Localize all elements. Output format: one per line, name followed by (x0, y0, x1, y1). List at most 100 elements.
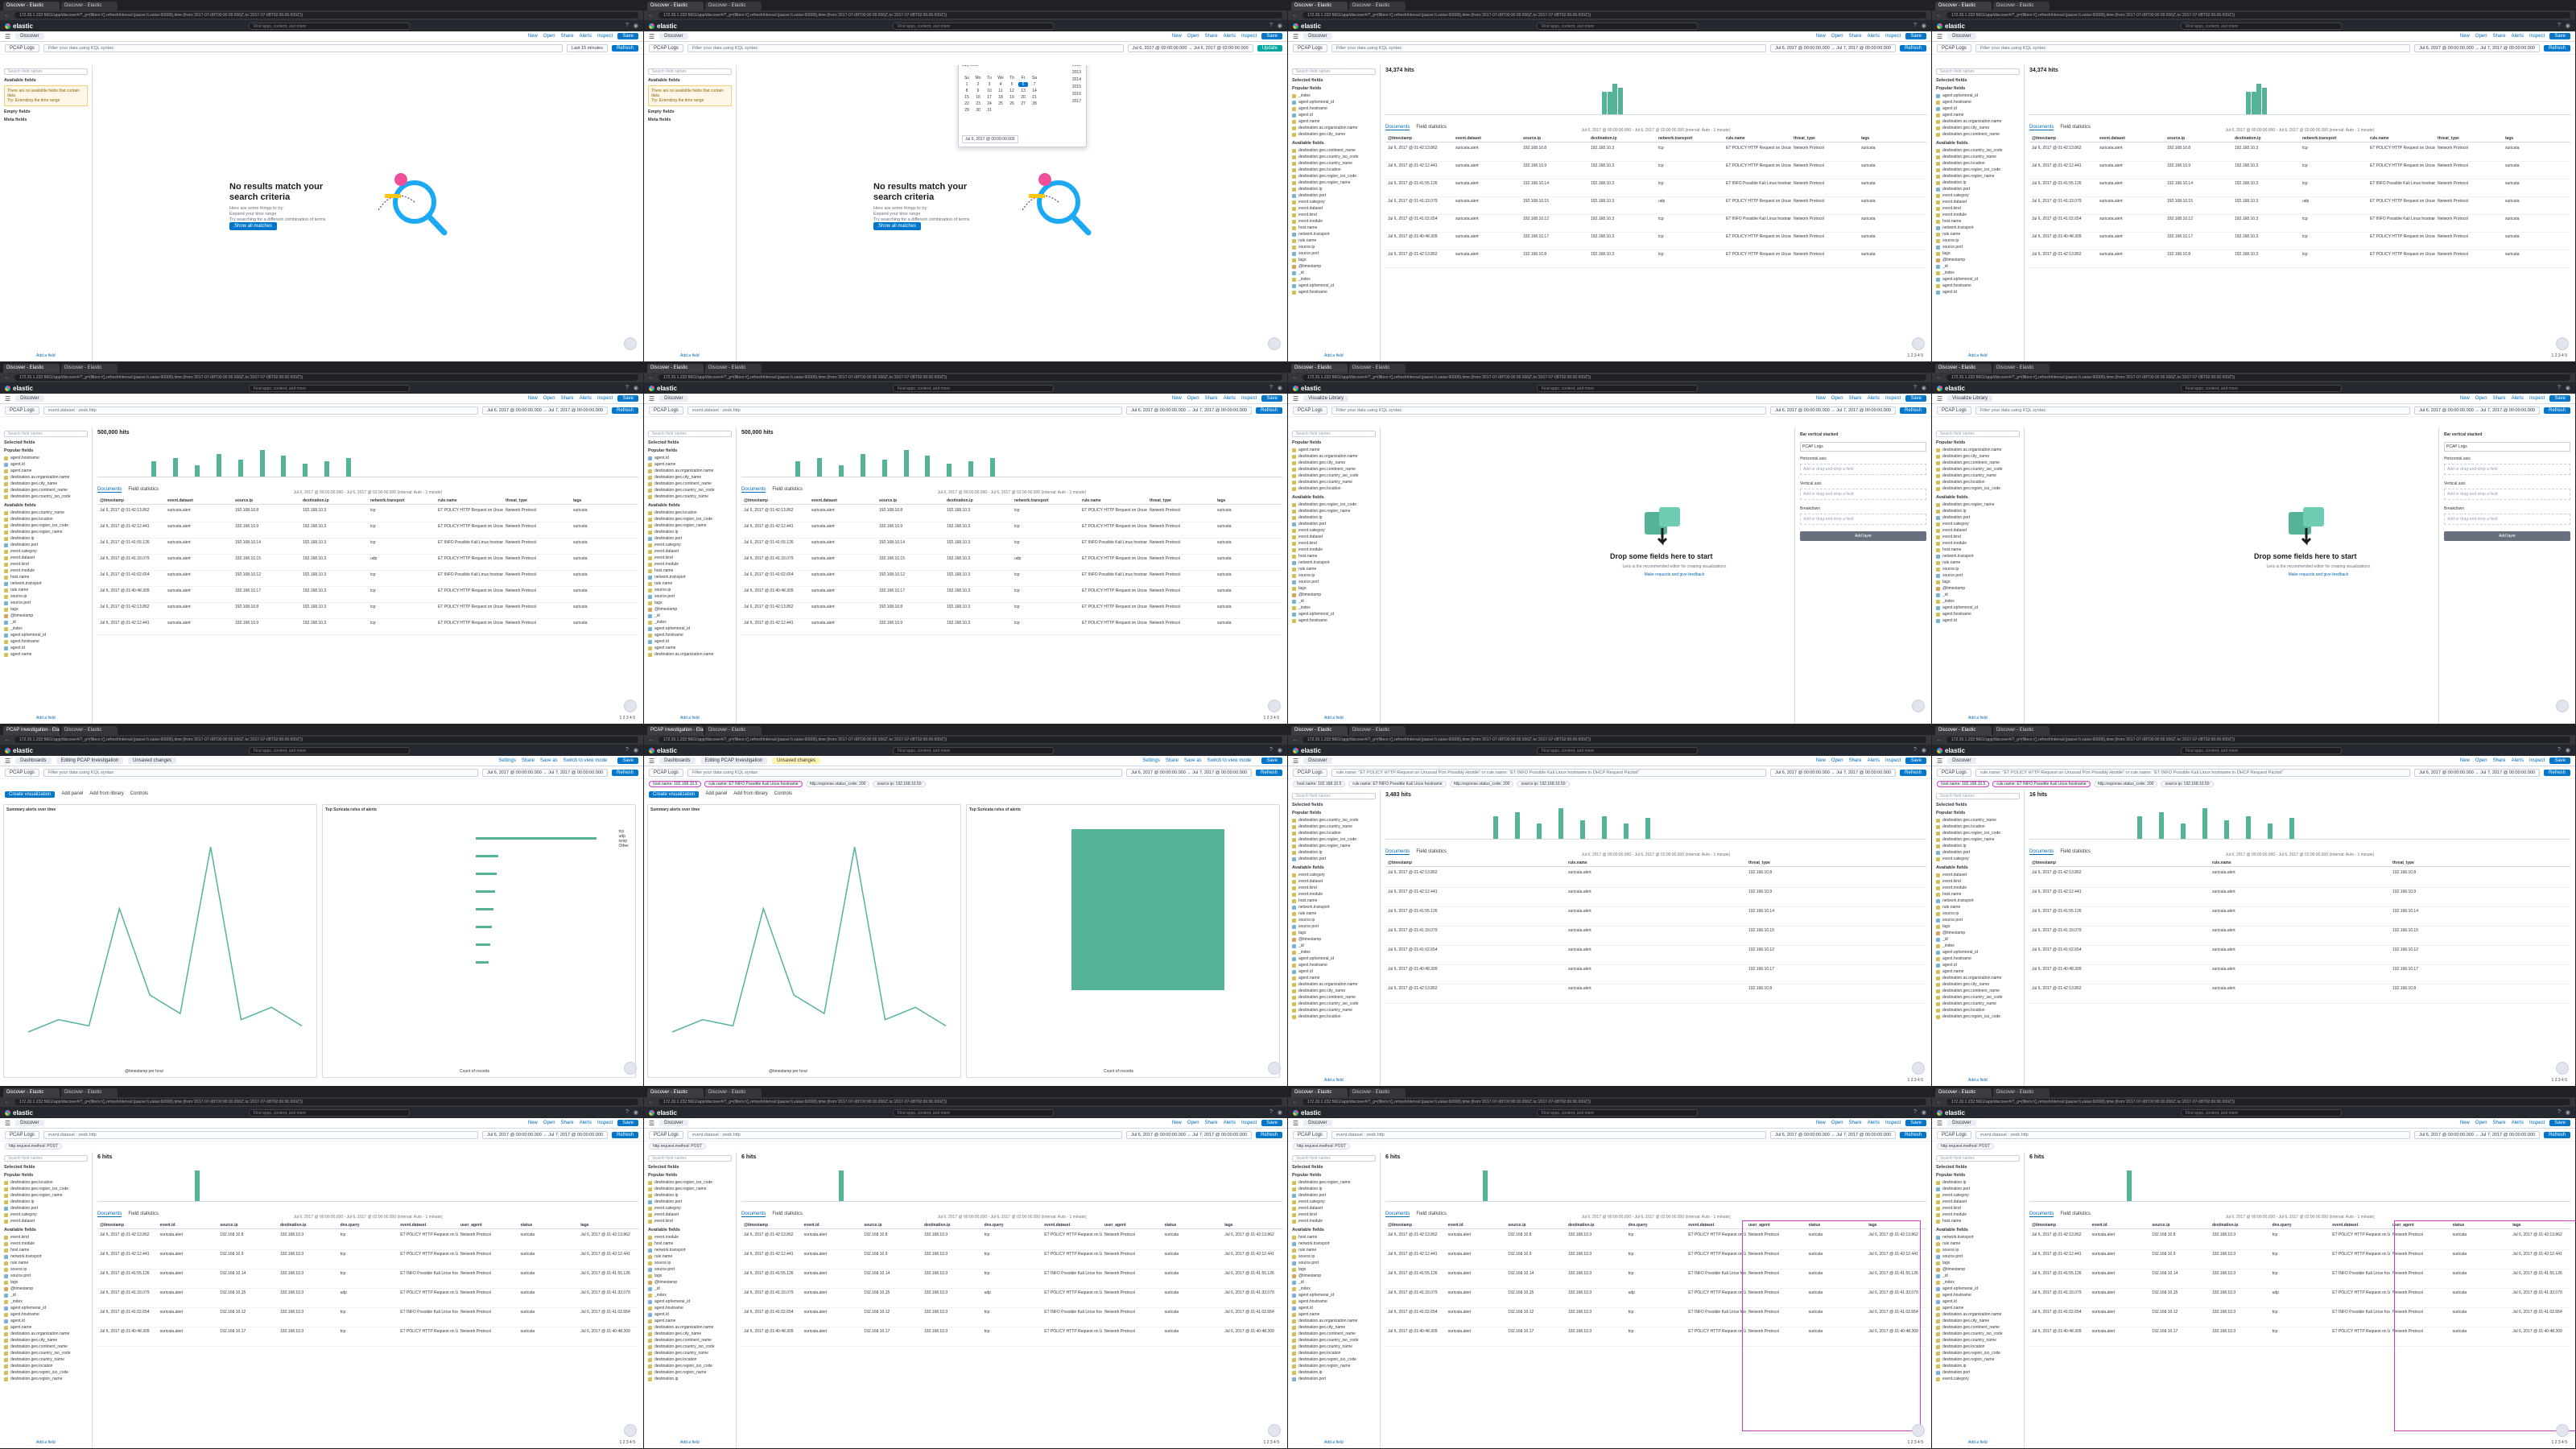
field-list-item[interactable]: destination.geo.region_iso_code (1936, 830, 2020, 836)
field-list-item[interactable]: destination.as.organization.name (1292, 981, 1376, 988)
tab-field-statistics[interactable]: Field statistics (772, 1212, 803, 1216)
column-header[interactable]: network.transport (1014, 498, 1049, 503)
field-list-item[interactable]: destination.geo.country_iso_code (1292, 154, 1376, 160)
top-link[interactable]: Settings (498, 758, 516, 763)
browser-tab[interactable]: Discover - Elastic (3, 364, 60, 373)
news-icon[interactable]: ◉ (633, 1110, 638, 1116)
table-row[interactable]: Jul 6, 2017 @ 01:40:48.309 suricata.alert… (2029, 965, 2570, 985)
elastic-logo[interactable]: elastic (1937, 23, 1965, 30)
top-link[interactable]: Alerts (2511, 1121, 2524, 1125)
filter-pill[interactable]: host.name: 192.168.10.5 (1293, 780, 1346, 787)
column-header[interactable]: tags (1217, 498, 1226, 503)
histogram-bar[interactable] (860, 453, 865, 477)
field-list-item[interactable]: agent.hostname (1292, 289, 1376, 295)
add-field-link[interactable]: Add a field (680, 353, 700, 358)
column-header[interactable]: destination.ip (2211, 1223, 2239, 1228)
calendar-day[interactable]: 14 (1032, 89, 1037, 93)
browser-tab[interactable]: Discover - Elastic (1349, 2, 1406, 10)
field-list-item[interactable]: _index (1936, 943, 2020, 949)
kql-query-input[interactable]: event.dataset : zeek.http (687, 406, 1123, 415)
field-list-item[interactable]: destination.ip (1292, 849, 1376, 856)
field-search-input[interactable]: Search field names (1936, 68, 2020, 75)
global-search-input[interactable]: Find apps, content, and more (2180, 1108, 2342, 1117)
save-button[interactable]: Save (617, 395, 638, 402)
field-list-item[interactable]: agent.id (648, 1311, 732, 1318)
top-link[interactable]: Alerts (1223, 34, 1236, 39)
filter-pill[interactable]: source.ip: 192.168.10.50 (873, 780, 926, 787)
histogram-bar[interactable] (881, 459, 887, 477)
field-list-item[interactable]: destination.geo.country_name (1292, 160, 1376, 167)
table-row[interactable]: Jul 6, 2017 @ 01:40:48.309 suricata.alert… (2029, 233, 2570, 250)
field-list-item[interactable]: _index (1292, 605, 1376, 611)
selected-fields-header[interactable]: Selected fields (1292, 803, 1376, 807)
table-row[interactable]: Jul 6, 2017 @ 01:41:33.079 suricata.alert… (2029, 197, 2570, 215)
address-bar[interactable]: 172.20.1.232:5601/app/discover#/?_g=(fil… (1946, 737, 2570, 743)
back-icon[interactable]: ← (1293, 13, 1298, 18)
field-list-item[interactable]: agent.ephemeral_id (648, 625, 732, 632)
help-icon[interactable]: ? (625, 747, 629, 753)
field-list-item[interactable]: agent.name (1292, 118, 1376, 125)
field-list-item[interactable]: event.category (1936, 1192, 2020, 1199)
column-header[interactable]: rule.name (2370, 136, 2389, 141)
global-search-input[interactable]: Find apps, content, and more (248, 22, 410, 30)
menu-icon[interactable]: ☰ (649, 32, 655, 40)
field-list-item[interactable]: host.name (1292, 225, 1376, 231)
save-button[interactable]: Save (1261, 1120, 1282, 1126)
field-list-item[interactable]: agent.name (1936, 112, 2020, 118)
field-list-item[interactable]: network.transport (1292, 231, 1376, 237)
column-header[interactable]: @timestamp (100, 498, 124, 503)
calendar-day[interactable]: 24 (987, 101, 992, 106)
rule-bar[interactable] (476, 890, 495, 893)
field-list-item[interactable]: destination.geo.city_name (1292, 131, 1376, 138)
popular-fields-header[interactable]: Popular fields (648, 448, 732, 453)
field-list-item[interactable]: destination.geo.region_iso_code (648, 516, 732, 522)
save-button[interactable]: Save (1905, 1120, 1926, 1126)
top-link[interactable]: Share (2492, 396, 2506, 401)
top-link[interactable]: Inspect (597, 34, 613, 39)
field-list-item[interactable]: network.transport (1292, 904, 1376, 910)
top-link[interactable]: Share (1848, 758, 1862, 763)
top-link[interactable]: Save as (539, 758, 558, 763)
news-icon[interactable]: ◉ (1277, 386, 1282, 391)
breadcrumb[interactable]: Discover (1303, 33, 1332, 39)
field-list-item[interactable]: event.kind (1292, 212, 1376, 218)
top-link[interactable]: Inspect (597, 396, 613, 401)
assistant-button[interactable] (2556, 1424, 2569, 1437)
histogram-bar[interactable] (237, 459, 243, 477)
field-search-input[interactable]: Search field names (648, 68, 732, 75)
top-link[interactable]: New (1815, 758, 1826, 763)
browser-tab[interactable]: Discover - Elastic (1291, 726, 1348, 735)
field-list-item[interactable]: agent.ephemeral_id (1936, 276, 2020, 283)
table-row[interactable]: Jul 6, 2017 @ 01:42:12.441 suricata.alert… (1385, 1250, 1926, 1269)
top-link[interactable]: New (1171, 34, 1182, 39)
field-list-item[interactable]: destination.port (1292, 1192, 1376, 1199)
calendar-day[interactable]: 17 (987, 95, 992, 100)
table-row[interactable]: Jul 6, 2017 @ 01:41:02.654 suricata.alert… (2029, 1308, 2570, 1327)
menu-icon[interactable]: ☰ (1293, 1119, 1299, 1127)
date-picker[interactable]: Jul 6, 2017 @ 00:00:00.000 → Jul 7, 2017… (1126, 1130, 1252, 1139)
top-link[interactable]: Open (2475, 34, 2487, 39)
field-group-header[interactable]: Meta fields (4, 118, 88, 122)
rule-bar[interactable] (476, 908, 493, 910)
field-list-item[interactable]: agent.id (1292, 1305, 1376, 1311)
histogram-chart[interactable]: Jul 6, 2017 @ 00:00:00.000 - Jul 6, 2017… (1385, 76, 1926, 133)
back-icon[interactable]: ← (1937, 375, 1942, 380)
table-row[interactable]: Jul 6, 2017 @ 01:41:55.126 suricata.alert… (2029, 180, 2570, 197)
global-search-input[interactable]: Find apps, content, and more (1536, 1108, 1698, 1117)
field-list-item[interactable]: agent.hostname (648, 1305, 732, 1311)
column-header[interactable]: source.ip (2167, 136, 2186, 141)
field-list-item[interactable]: agent.ephemeral_id (1292, 1292, 1376, 1298)
browser-tab[interactable]: Discover - Elastic (61, 726, 118, 735)
back-icon[interactable]: ← (649, 1100, 654, 1104)
data-view-picker[interactable]: PCAP Logs (649, 1130, 683, 1139)
field-list-item[interactable]: rule.name (1292, 1247, 1376, 1253)
breadcrumb[interactable]: Discover (15, 33, 44, 39)
menu-icon[interactable]: ☰ (5, 394, 11, 402)
kql-query-input[interactable]: event.dataset : zeek.http (687, 1130, 1123, 1139)
add-field-link[interactable]: Add a field (1968, 716, 1988, 720)
calendar-day[interactable]: 2 (976, 82, 980, 87)
calendar-day[interactable]: 19 (1009, 95, 1014, 100)
column-header[interactable]: source.ip (220, 1223, 238, 1228)
field-list-item[interactable]: event.kind (1936, 534, 2020, 540)
address-bar[interactable]: 172.20.1.232:5601/app/discover#/?_g=(fil… (14, 737, 638, 743)
